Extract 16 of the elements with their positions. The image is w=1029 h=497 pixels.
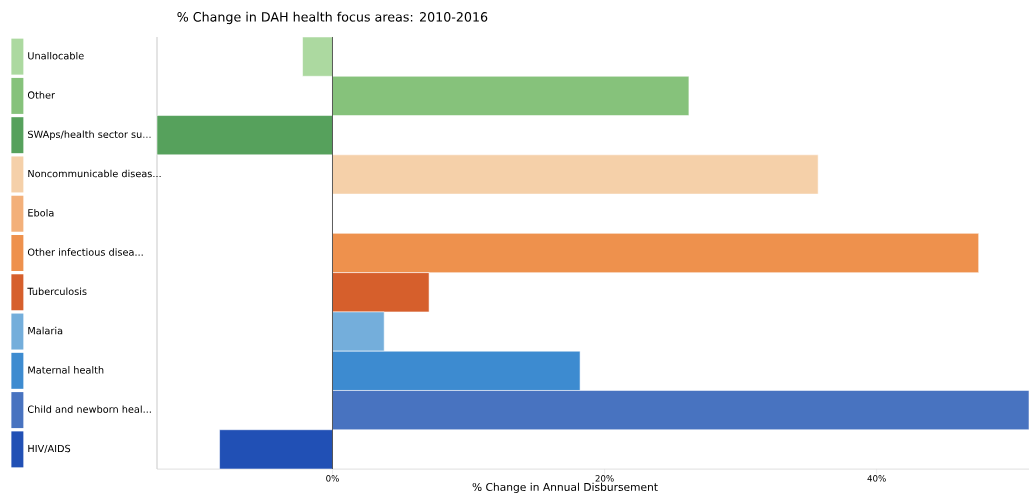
x-tick-label: 20% xyxy=(595,475,614,482)
y-tick-label: HIV/AIDS xyxy=(28,444,71,453)
chart-title: % Change in DAH health focus areas: 2010-2016 xyxy=(177,11,488,25)
y-tick-label: Malaria xyxy=(28,326,63,335)
y-tick-label: Other xyxy=(27,91,55,99)
y-tick-label: Unallocable xyxy=(28,51,84,60)
x-axis-title: % Change in Annual Disbursement xyxy=(472,482,658,494)
y-tick-label: Noncommunicable diseas... xyxy=(28,169,161,178)
y-tick-label: Tuberculosis xyxy=(27,287,87,296)
y-tick-label: Maternal health xyxy=(28,366,104,374)
y-tick-label: SWAps/health sector su... xyxy=(28,130,151,140)
y-tick-label: Child and newborn heal... xyxy=(27,405,151,413)
y-tick-label: Other infectious disea... xyxy=(27,248,143,256)
x-tick-label: 0% xyxy=(326,475,339,482)
x-tick-label: 40% xyxy=(867,475,886,482)
y-tick-label: Ebola xyxy=(28,209,54,217)
